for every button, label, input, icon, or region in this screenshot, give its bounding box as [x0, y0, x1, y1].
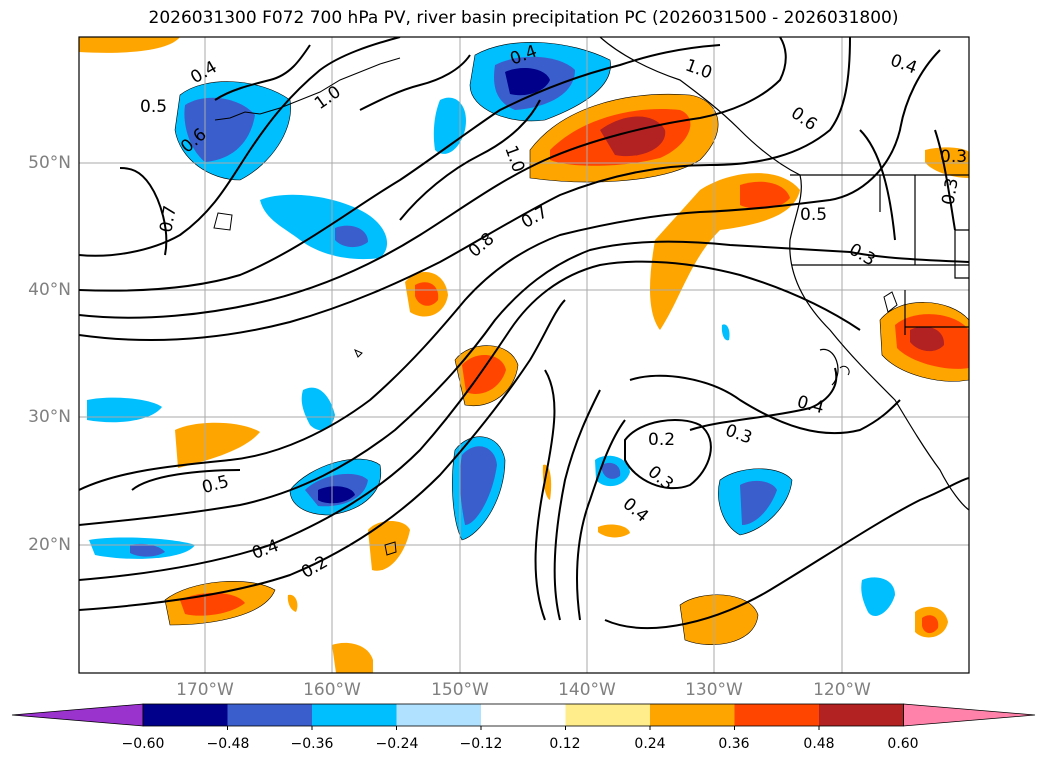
contour-label: 0.5 — [800, 205, 827, 225]
colorbar-swatch — [396, 704, 482, 726]
colorbar-tick: −0.24 — [375, 736, 419, 752]
lon-label: 120°W — [813, 680, 871, 700]
colorbar-swatch — [143, 704, 228, 726]
lat-label: 50°N — [28, 153, 71, 173]
lon-label: 150°W — [431, 680, 489, 700]
contour-label: 0.7 — [156, 204, 180, 234]
colorbar-swatch — [565, 704, 651, 726]
colorbar-swatch — [227, 704, 313, 726]
precip-negative-shading — [87, 42, 895, 616]
colorbar-swatch — [650, 704, 735, 726]
contour-label: 0.2 — [648, 430, 675, 450]
colorbar-extend-max — [903, 703, 1036, 727]
colorbar-tick: 0.60 — [887, 736, 919, 752]
map-layers — [79, 37, 969, 673]
coastlines — [599, 37, 969, 511]
contour-label: 0.5 — [140, 97, 167, 117]
lat-label: 40°N — [28, 280, 71, 300]
colorbar-tick: −0.60 — [121, 736, 165, 752]
contour-labels: 0.4 0.4 0.5 0.6 1.0 1.0 0.6 0.4 0.3 0.3 … — [140, 41, 967, 582]
contour-label: 0.3 — [940, 147, 967, 167]
pv-contours — [79, 37, 969, 630]
map-frame — [78, 36, 970, 674]
colorbar-swatch — [819, 704, 904, 726]
map-title: 2026031300 F072 700 hPa PV, river basin … — [148, 8, 899, 28]
colorbar-swatch — [312, 704, 397, 726]
colorbar-tick: 0.24 — [634, 736, 666, 752]
lon-label: 160°W — [303, 680, 361, 700]
lat-label: 20°N — [28, 535, 71, 555]
colorbar-swatch — [481, 704, 566, 726]
colorbar-outline — [142, 703, 904, 727]
lon-label: 170°W — [176, 680, 234, 700]
colorbar — [11, 703, 1036, 730]
colorbar-tick: −0.36 — [290, 736, 334, 752]
colorbar-tick: −0.12 — [459, 736, 503, 752]
lat-label: 30°N — [28, 407, 71, 427]
contour-label: 0.3 — [938, 176, 962, 206]
islands — [213, 57, 898, 556]
lon-label: 130°W — [685, 680, 743, 700]
colorbar-tick: −0.48 — [206, 736, 250, 752]
colorbar-tick: 0.12 — [549, 736, 581, 752]
colorbar-swatch — [734, 704, 820, 726]
colorbar-tick: 0.36 — [718, 736, 750, 752]
colorbar-extend-min — [11, 703, 144, 727]
colorbar-tick: 0.48 — [803, 736, 835, 752]
graticule — [79, 37, 969, 673]
lon-label: 140°W — [558, 680, 616, 700]
